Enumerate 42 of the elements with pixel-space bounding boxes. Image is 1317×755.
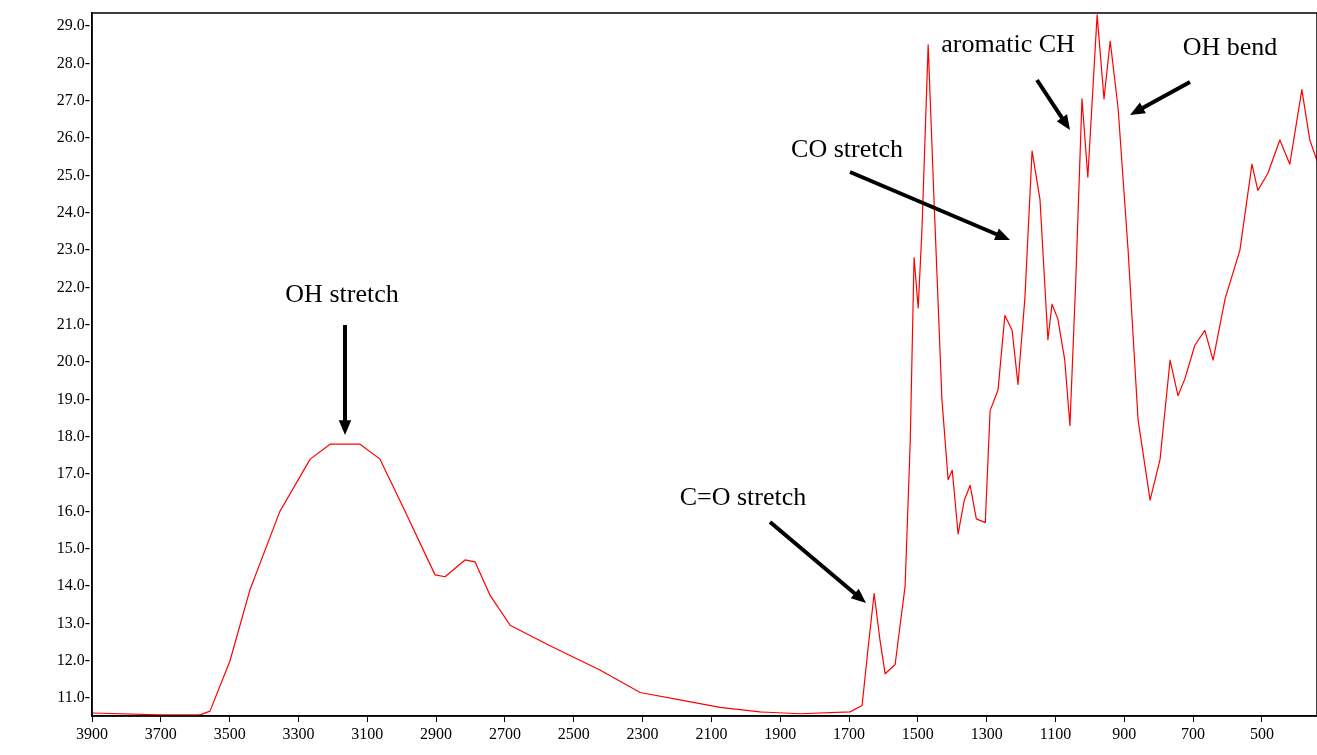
y-tick-label: 28.0- (56, 53, 90, 71)
x-tick-label: 3100 (351, 724, 384, 742)
x-tick-label: 3700 (144, 724, 177, 742)
y-tick-label: 18.0- (56, 426, 90, 444)
y-tick-label: 25.0- (56, 165, 90, 183)
x-tick-label: 500 (1249, 724, 1274, 742)
annotation: aromatic CH (941, 28, 1075, 58)
x-tick-label: 2300 (626, 724, 659, 742)
y-tick-label: 17.0- (56, 464, 90, 482)
x-tick-label: 700 (1181, 724, 1206, 742)
y-tick-label: 21.0- (56, 314, 90, 332)
y-tick-label: 27.0- (56, 90, 90, 108)
y-tick-label: 16.0- (56, 501, 90, 519)
y-tick-label: 15.0- (56, 538, 90, 556)
x-tick-label: 2500 (557, 724, 590, 742)
y-tick-label: 11.0- (57, 688, 90, 706)
y-tick-label: 23.0- (56, 240, 90, 258)
x-tick-label: 1100 (1039, 724, 1072, 742)
y-tick-label: 26.0- (56, 128, 90, 146)
x-tick-label: 1700 (833, 724, 866, 742)
x-tick-label: 900 (1112, 724, 1137, 742)
annotation: OH stretch (285, 278, 399, 308)
x-tick-label: 1500 (901, 724, 934, 742)
x-tick-label: 3500 (213, 724, 246, 742)
annotation: CO stretch (791, 133, 903, 163)
x-tick-label: 1300 (970, 724, 1003, 742)
y-tick-label: 19.0- (56, 389, 90, 407)
y-tick-label: 24.0- (56, 202, 90, 220)
x-tick-label: 3900 (76, 724, 108, 742)
y-tick-label: 22.0- (56, 277, 90, 295)
x-tick-label: 2700 (488, 724, 521, 742)
y-tick-label: 29.0- (56, 16, 90, 34)
x-tick-label: 3300 (282, 724, 315, 742)
y-tick-label: 13.0- (56, 613, 90, 631)
annotation: C=O stretch (679, 481, 807, 511)
y-tick-label: 20.0- (56, 352, 90, 370)
x-tick-label: 2900 (420, 724, 453, 742)
x-tick-label: 2100 (695, 724, 728, 742)
y-tick-label: 14.0- (56, 576, 90, 594)
annotation: OH bend (1182, 31, 1278, 61)
y-tick-label: 12.0- (56, 650, 90, 668)
x-tick-label: 1900 (764, 724, 797, 742)
